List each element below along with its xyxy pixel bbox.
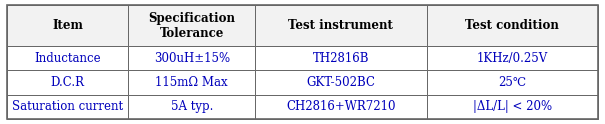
Bar	[7, 5, 128, 46]
Text: Item: Item	[53, 19, 83, 32]
Bar	[128, 95, 255, 119]
Bar	[255, 70, 427, 95]
Text: Test condition: Test condition	[465, 19, 559, 32]
Text: 115mΩ Max: 115mΩ Max	[155, 76, 228, 89]
Bar	[128, 46, 255, 70]
Bar	[255, 46, 427, 70]
Bar	[255, 95, 427, 119]
Text: 300uH±15%: 300uH±15%	[154, 52, 230, 65]
Bar	[7, 70, 128, 95]
Bar	[427, 5, 598, 46]
Bar	[255, 5, 427, 46]
Text: 25℃: 25℃	[498, 76, 526, 89]
Bar	[427, 70, 598, 95]
Bar	[128, 70, 255, 95]
Bar	[427, 46, 598, 70]
Text: Test instrument: Test instrument	[289, 19, 393, 32]
Bar	[7, 46, 128, 70]
Bar	[128, 5, 255, 46]
Bar	[427, 95, 598, 119]
Text: GKT-502BC: GKT-502BC	[306, 76, 375, 89]
Text: Specification
Tolerance: Specification Tolerance	[148, 12, 235, 40]
Text: CH2816+WR7210: CH2816+WR7210	[286, 100, 396, 113]
Text: Saturation current: Saturation current	[12, 100, 123, 113]
Bar	[7, 95, 128, 119]
Text: D.C.R: D.C.R	[51, 76, 85, 89]
Text: |ΔL/L| < 20%: |ΔL/L| < 20%	[473, 100, 552, 113]
Text: Inductance: Inductance	[34, 52, 101, 65]
Text: TH2816B: TH2816B	[313, 52, 369, 65]
Text: 1KHz/0.25V: 1KHz/0.25V	[477, 52, 548, 65]
Text: 5A typ.: 5A typ.	[171, 100, 213, 113]
